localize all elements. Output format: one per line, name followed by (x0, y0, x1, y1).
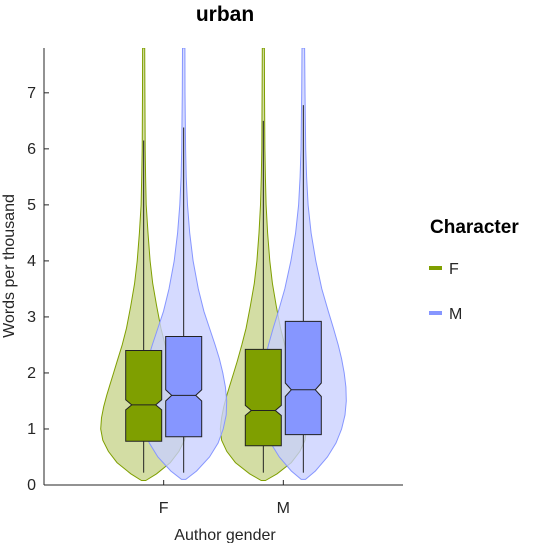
y-tick-label: 6 (27, 141, 36, 158)
box-f-in-m (244, 120, 282, 473)
x-tick-label-f: F (159, 500, 169, 517)
plot-area (100, 48, 347, 481)
y-tick-label: 3 (27, 309, 36, 326)
x-tick-label-m: M (277, 500, 290, 517)
box-m-in-m (284, 105, 322, 473)
legend-title: Character (430, 217, 519, 238)
box-m-in-f (165, 127, 203, 473)
chart-title: urban (196, 3, 254, 26)
y-tick-label: 4 (27, 253, 36, 270)
y-axis-ticks: 0 1 2 3 4 5 6 7 (27, 85, 49, 494)
legend-label-m: M (449, 306, 462, 323)
y-axis-title: Words per thousand (1, 194, 18, 338)
box-body (125, 350, 163, 442)
legend-label-f: F (449, 261, 459, 278)
box-f-in-f (125, 140, 163, 473)
legend: Character F M (429, 217, 519, 323)
y-tick-label: 0 (27, 477, 36, 494)
y-tick-label: 2 (27, 365, 36, 382)
box-body (165, 336, 203, 438)
x-axis-title: Author gender (174, 527, 276, 543)
y-tick-label: 1 (27, 421, 36, 438)
y-tick-label: 5 (27, 197, 36, 214)
box-body (244, 348, 282, 447)
box-body (284, 320, 322, 436)
y-tick-label: 7 (27, 85, 36, 102)
